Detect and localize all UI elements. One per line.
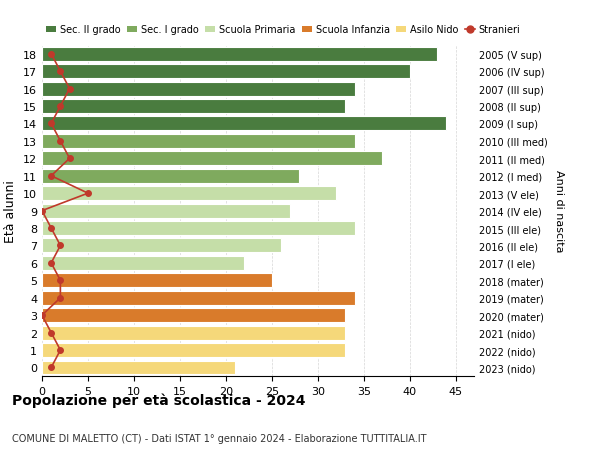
Legend: Sec. II grado, Sec. I grado, Scuola Primaria, Scuola Infanzia, Asilo Nido, Stran: Sec. II grado, Sec. I grado, Scuola Prim… bbox=[42, 22, 524, 39]
Y-axis label: Età alunni: Età alunni bbox=[4, 180, 17, 242]
Bar bbox=[42, 204, 290, 218]
Text: COMUNE DI MALETTO (CT) - Dati ISTAT 1° gennaio 2024 - Elaborazione TUTTITALIA.IT: COMUNE DI MALETTO (CT) - Dati ISTAT 1° g… bbox=[12, 433, 427, 442]
Bar bbox=[42, 134, 355, 149]
Bar bbox=[42, 65, 410, 79]
Bar bbox=[42, 274, 272, 288]
Bar bbox=[42, 169, 299, 183]
Bar bbox=[42, 222, 355, 235]
Bar bbox=[42, 187, 336, 201]
Bar bbox=[42, 83, 355, 96]
Bar bbox=[42, 308, 346, 323]
Bar bbox=[42, 152, 382, 166]
Bar bbox=[42, 326, 346, 340]
Text: Popolazione per età scolastica - 2024: Popolazione per età scolastica - 2024 bbox=[12, 392, 305, 407]
Bar bbox=[42, 117, 446, 131]
Bar bbox=[42, 361, 235, 375]
Bar bbox=[42, 257, 244, 270]
Bar bbox=[42, 239, 281, 253]
Bar bbox=[42, 48, 437, 62]
Bar bbox=[42, 291, 355, 305]
Y-axis label: Anni di nascita: Anni di nascita bbox=[554, 170, 564, 252]
Bar bbox=[42, 343, 346, 357]
Bar bbox=[42, 100, 346, 114]
